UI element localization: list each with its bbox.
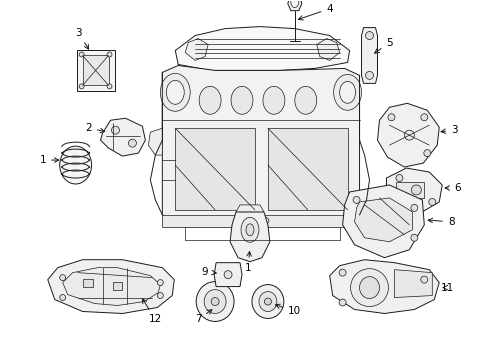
Ellipse shape <box>339 81 355 103</box>
Polygon shape <box>386 168 441 212</box>
Text: 1: 1 <box>40 155 59 165</box>
Polygon shape <box>287 0 301 11</box>
Polygon shape <box>62 268 160 306</box>
Ellipse shape <box>111 126 119 134</box>
Ellipse shape <box>107 52 112 57</box>
Polygon shape <box>394 270 431 298</box>
Text: 7: 7 <box>195 310 211 324</box>
Ellipse shape <box>333 75 361 110</box>
Polygon shape <box>316 39 339 60</box>
Text: 2: 2 <box>85 123 104 133</box>
Polygon shape <box>354 198 411 242</box>
Ellipse shape <box>79 52 84 57</box>
Ellipse shape <box>107 84 112 89</box>
Polygon shape <box>267 128 347 210</box>
Polygon shape <box>377 103 438 167</box>
Text: 3: 3 <box>75 28 88 49</box>
Ellipse shape <box>263 86 285 114</box>
Polygon shape <box>175 128 254 210</box>
Ellipse shape <box>251 285 283 319</box>
Text: 10: 10 <box>275 304 301 316</box>
Ellipse shape <box>410 204 417 211</box>
Polygon shape <box>48 260 174 314</box>
Ellipse shape <box>196 282 234 321</box>
Ellipse shape <box>166 80 184 104</box>
Text: 8: 8 <box>427 217 453 227</box>
Ellipse shape <box>420 114 427 121</box>
Polygon shape <box>82 55 108 85</box>
Polygon shape <box>162 66 359 227</box>
Ellipse shape <box>410 234 417 241</box>
Polygon shape <box>342 185 424 258</box>
Polygon shape <box>396 182 424 198</box>
Ellipse shape <box>359 276 379 298</box>
Text: 1: 1 <box>244 252 251 273</box>
Text: 11: 11 <box>440 283 453 293</box>
Ellipse shape <box>160 73 190 111</box>
Ellipse shape <box>290 0 298 8</box>
Ellipse shape <box>199 86 221 114</box>
Ellipse shape <box>387 114 394 121</box>
Text: 4: 4 <box>298 4 332 20</box>
Polygon shape <box>101 118 145 156</box>
Polygon shape <box>148 128 162 155</box>
Polygon shape <box>236 205 264 212</box>
Text: 3: 3 <box>440 125 457 135</box>
Polygon shape <box>112 282 122 289</box>
Polygon shape <box>77 50 114 91</box>
Ellipse shape <box>294 86 316 114</box>
Text: 5: 5 <box>374 37 392 53</box>
Polygon shape <box>329 260 438 314</box>
Ellipse shape <box>352 197 359 203</box>
Ellipse shape <box>423 150 430 157</box>
Ellipse shape <box>395 175 402 181</box>
Ellipse shape <box>339 299 346 306</box>
Polygon shape <box>175 27 349 71</box>
Polygon shape <box>214 263 242 287</box>
Ellipse shape <box>79 84 84 89</box>
Ellipse shape <box>203 289 225 314</box>
Ellipse shape <box>230 86 252 114</box>
Polygon shape <box>162 215 359 227</box>
Polygon shape <box>185 39 208 60</box>
Text: 12: 12 <box>142 299 162 324</box>
Text: 6: 6 <box>444 183 460 193</box>
Ellipse shape <box>365 71 373 80</box>
Ellipse shape <box>60 294 65 301</box>
Ellipse shape <box>250 216 268 226</box>
Polygon shape <box>361 28 377 84</box>
Ellipse shape <box>350 269 387 306</box>
Ellipse shape <box>264 298 271 305</box>
Ellipse shape <box>60 146 91 184</box>
Ellipse shape <box>128 139 136 147</box>
Ellipse shape <box>410 185 421 195</box>
Ellipse shape <box>404 130 413 140</box>
Ellipse shape <box>339 269 346 276</box>
Ellipse shape <box>245 224 253 236</box>
Ellipse shape <box>241 217 259 242</box>
Ellipse shape <box>157 280 163 285</box>
Polygon shape <box>229 212 269 262</box>
Text: 9: 9 <box>202 267 216 276</box>
Ellipse shape <box>259 292 276 311</box>
Ellipse shape <box>428 198 435 206</box>
Ellipse shape <box>60 275 65 280</box>
Ellipse shape <box>211 298 219 306</box>
Ellipse shape <box>365 32 373 40</box>
Ellipse shape <box>224 271 232 279</box>
Ellipse shape <box>420 276 427 283</box>
Polygon shape <box>82 279 92 287</box>
Ellipse shape <box>157 293 163 298</box>
